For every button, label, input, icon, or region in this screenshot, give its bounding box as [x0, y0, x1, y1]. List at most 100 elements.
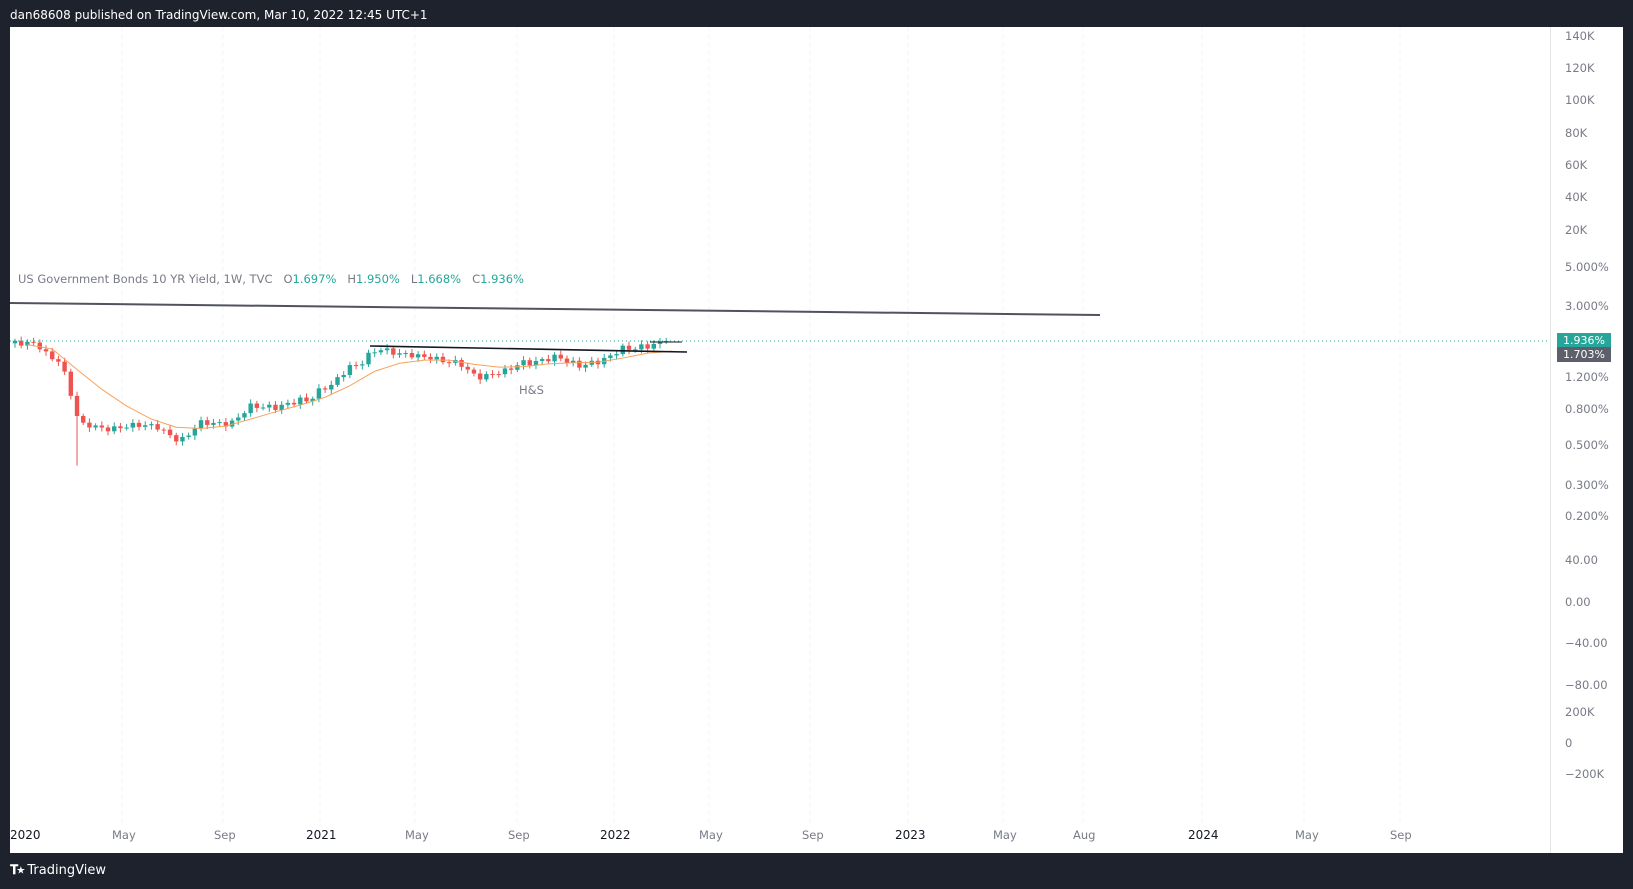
price-axis-label: 80K [1565, 126, 1588, 140]
price-axis[interactable]: 1.936% 1.703% 140K 120K 100K 80K 60K 40K 20K 5.… [1550, 27, 1624, 853]
candle-body [639, 344, 644, 350]
symbol-legend[interactable]: US Government Bonds 10 YR Yield, 1W, TVC… [18, 272, 524, 286]
candle-body [198, 420, 204, 429]
candle-body [502, 368, 508, 375]
chart-canvas[interactable] [10, 27, 1550, 825]
candle-body [329, 384, 334, 390]
candle-body [267, 404, 272, 408]
candle-body [229, 420, 235, 427]
candle-body [12, 340, 18, 344]
candle-body [521, 360, 526, 366]
candle-body [366, 352, 371, 365]
candle-body [546, 359, 551, 362]
legend-low-value: 1.668% [417, 272, 462, 286]
publish-header: dan68608 published on TradingView.com, M… [10, 8, 428, 22]
neckline-trendline [369, 345, 688, 353]
time-axis-month-label: May [112, 828, 136, 842]
candle-body [43, 349, 49, 352]
candle-body [459, 360, 464, 367]
legend-close-label: C [472, 272, 481, 286]
candle-body [422, 354, 427, 357]
candle-body [298, 397, 303, 405]
candle-body [384, 348, 390, 351]
candle-body [645, 344, 650, 349]
price-axis-label: 0 [1565, 736, 1573, 750]
candle-body [136, 422, 142, 427]
price-axis-label: 100K [1565, 93, 1595, 107]
legend-open-value: 1.697% [292, 272, 337, 286]
pattern-annotation[interactable]: H&S [519, 383, 544, 397]
candle-body [93, 425, 98, 428]
price-axis-label: −40.00 [1565, 636, 1608, 650]
moving-average-line [27, 344, 673, 429]
candle-body [391, 348, 396, 355]
candle-body [87, 422, 92, 428]
time-axis-year-label: 2021 [306, 828, 337, 842]
ma-value-badge: 1.703% [1557, 347, 1611, 362]
candle-body [167, 429, 173, 436]
price-axis-label: 1.200% [1565, 370, 1609, 384]
price-axis-label: −80.00 [1565, 678, 1608, 692]
candle-body [174, 435, 179, 442]
time-axis-month-label: May [405, 828, 429, 842]
price-axis-label: 3.000% [1565, 299, 1609, 313]
price-axis-label: 140K [1565, 29, 1595, 43]
time-axis-year-label: 2022 [600, 828, 631, 842]
time-axis-year-label: 2023 [895, 828, 926, 842]
candle-body [31, 341, 36, 343]
candle-body [304, 397, 309, 402]
price-axis-label: 0.00 [1565, 595, 1591, 609]
candle-body [477, 373, 483, 380]
price-axis-label: 0.500% [1565, 438, 1609, 452]
candle-body [570, 360, 576, 363]
candle-body [484, 374, 489, 380]
chart-frame: US Government Bonds 10 YR Yield, 1W, TVC… [10, 27, 1623, 853]
candle-body [248, 403, 253, 414]
candle-body [291, 402, 297, 405]
candle-body [19, 340, 24, 346]
candle-body [62, 361, 67, 372]
time-axis-month-label: Sep [1390, 828, 1412, 842]
candle-body [205, 420, 210, 425]
candle-body [118, 426, 123, 429]
time-axis-month-label: May [993, 828, 1017, 842]
candle-body [508, 368, 514, 370]
tradingview-logo-icon: 𝐓⭑ [10, 862, 24, 878]
candle-body [608, 355, 613, 358]
candle-body [372, 352, 377, 354]
candle-body [353, 365, 359, 367]
candle-body [68, 371, 74, 396]
candle-body [161, 429, 167, 431]
candle-body [347, 365, 353, 375]
candle-body [316, 388, 322, 399]
candle-body [56, 359, 61, 362]
candle-body [105, 427, 111, 432]
price-axis-label: −200K [1565, 767, 1605, 781]
candle-body [403, 353, 408, 355]
candle-body [242, 413, 247, 418]
legend-low-label: L [410, 272, 418, 286]
time-axis-year-label: 2024 [1188, 828, 1219, 842]
candle-body [37, 342, 43, 350]
candle-body [552, 354, 557, 362]
candle-body [558, 354, 563, 359]
price-axis-label: 0.200% [1565, 509, 1609, 523]
candle-body [310, 398, 315, 402]
legend-high-value: 1.950% [356, 272, 400, 286]
chart-plot-area[interactable]: US Government Bonds 10 YR Yield, 1W, TVC… [10, 27, 1550, 825]
candle-body [254, 403, 260, 408]
price-axis-label: 5.000% [1565, 260, 1609, 274]
candle-body [192, 428, 198, 436]
price-axis-label: 200K [1565, 705, 1595, 719]
footer-brand[interactable]: 𝐓⭑ TradingView [10, 860, 106, 880]
candle-body [217, 422, 222, 424]
candle-body [74, 395, 80, 417]
time-axis-month-label: May [1295, 828, 1319, 842]
time-axis-month-label: Aug [1073, 828, 1096, 842]
candle-body [657, 341, 663, 344]
time-axis[interactable]: 2020 May Sep 2021 May Sep 2022 May Sep 2023 May Aug… [10, 825, 1550, 853]
candle-body [564, 358, 570, 363]
candle-body [155, 424, 160, 430]
candle-body [620, 345, 625, 355]
candle-body [397, 353, 402, 355]
